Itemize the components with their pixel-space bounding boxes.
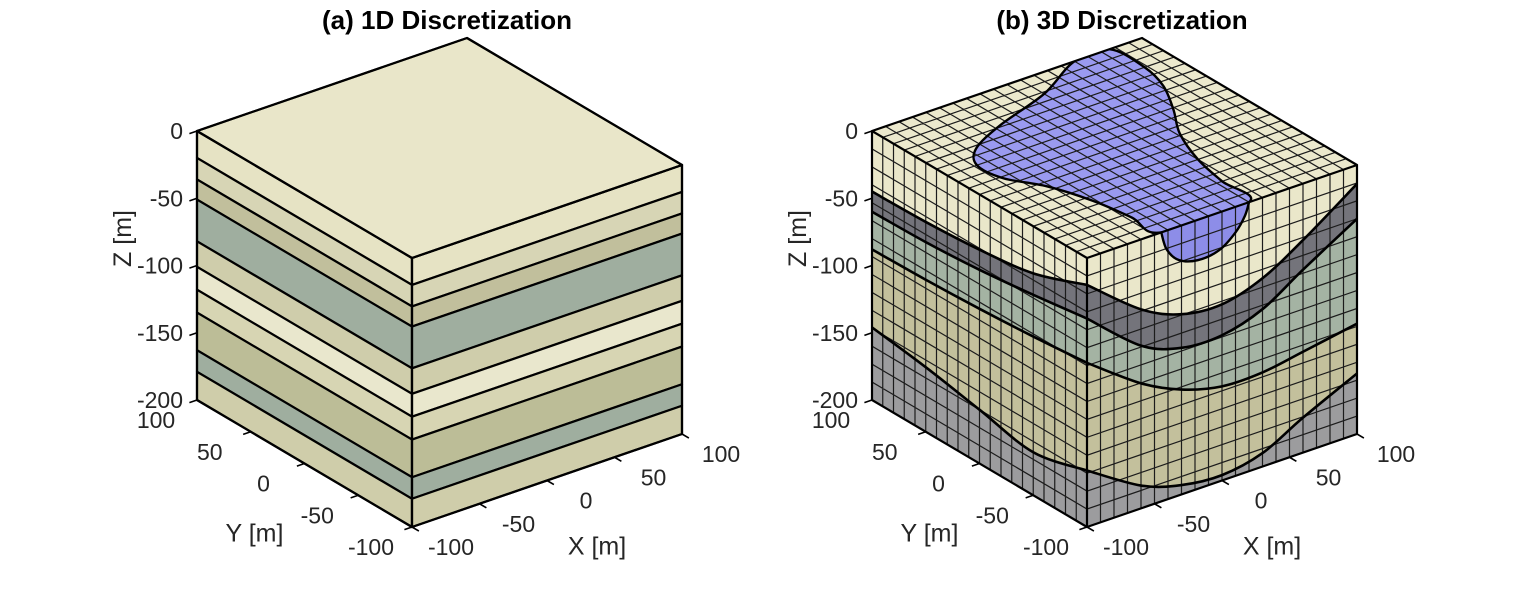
z-tick-label: -150 — [137, 320, 183, 346]
x-tick-label: -100 — [1103, 534, 1149, 560]
y-tick-label: 100 — [137, 407, 175, 433]
y-tick-label: 50 — [197, 439, 223, 465]
interface-curve — [1087, 372, 1357, 489]
z-tick-label: -100 — [137, 253, 183, 279]
x-tick-label: 100 — [1377, 441, 1415, 467]
interface-curve — [1087, 182, 1357, 316]
x-tick-label: 100 — [702, 441, 740, 467]
right-face-mesh — [1087, 165, 1357, 527]
z-tick-label: 0 — [845, 118, 858, 144]
z-tick-label: -200 — [812, 387, 858, 413]
z-axis-label: Z [m] — [784, 210, 812, 267]
x-axis-label: X [m] — [568, 533, 626, 561]
y-tick-label: -100 — [348, 534, 394, 560]
y-tick-label: -50 — [301, 502, 334, 528]
y-tick-label: 100 — [812, 407, 850, 433]
left-face — [872, 131, 1087, 527]
x-axis-label: X [m] — [1243, 533, 1301, 561]
z-tick-label: -200 — [137, 387, 183, 413]
x-tick-label: 50 — [1316, 464, 1342, 490]
y-axis-label: Y [m] — [226, 520, 284, 548]
anomaly-front-outline — [1160, 201, 1251, 263]
z-tick-label: -150 — [812, 320, 858, 346]
y-tick-label: 0 — [257, 471, 270, 497]
interface-curve — [1087, 322, 1357, 391]
x-tick-label: -50 — [1177, 511, 1210, 537]
right-face — [1087, 165, 1357, 527]
x-tick-label: 0 — [1255, 488, 1268, 514]
panel-a-title: (a) 1D Discretization — [322, 5, 572, 35]
z-tick-label: 0 — [170, 118, 183, 144]
x-tick-label: -50 — [502, 511, 535, 537]
tick-marks — [864, 130, 1365, 532]
y-axis-label: Y [m] — [901, 520, 959, 548]
interface-curve — [1087, 217, 1357, 351]
panel-b-title: (b) 3D Discretization — [996, 5, 1248, 35]
panel-a-layers — [195, 36, 684, 529]
anomaly-front-face — [1161, 202, 1249, 262]
interface-curve — [872, 248, 1087, 365]
interface-curve — [872, 190, 1087, 287]
x-tick-label: 50 — [641, 464, 667, 490]
y-tick-label: 50 — [872, 439, 898, 465]
x-tick-label: -100 — [428, 534, 474, 560]
z-tick-label: -100 — [812, 253, 858, 279]
y-tick-label: -100 — [1023, 534, 1069, 560]
interface-curve — [872, 326, 1087, 472]
interface-curve — [872, 210, 1087, 320]
z-tick-label: -50 — [825, 185, 858, 211]
tick-marks — [189, 130, 690, 532]
z-tick-label: -50 — [150, 185, 183, 211]
z-axis-label: Z [m] — [109, 210, 137, 267]
top-face — [872, 38, 1357, 258]
y-tick-label: 0 — [932, 471, 945, 497]
y-tick-label: -50 — [976, 502, 1009, 528]
x-tick-label: 0 — [580, 488, 593, 514]
